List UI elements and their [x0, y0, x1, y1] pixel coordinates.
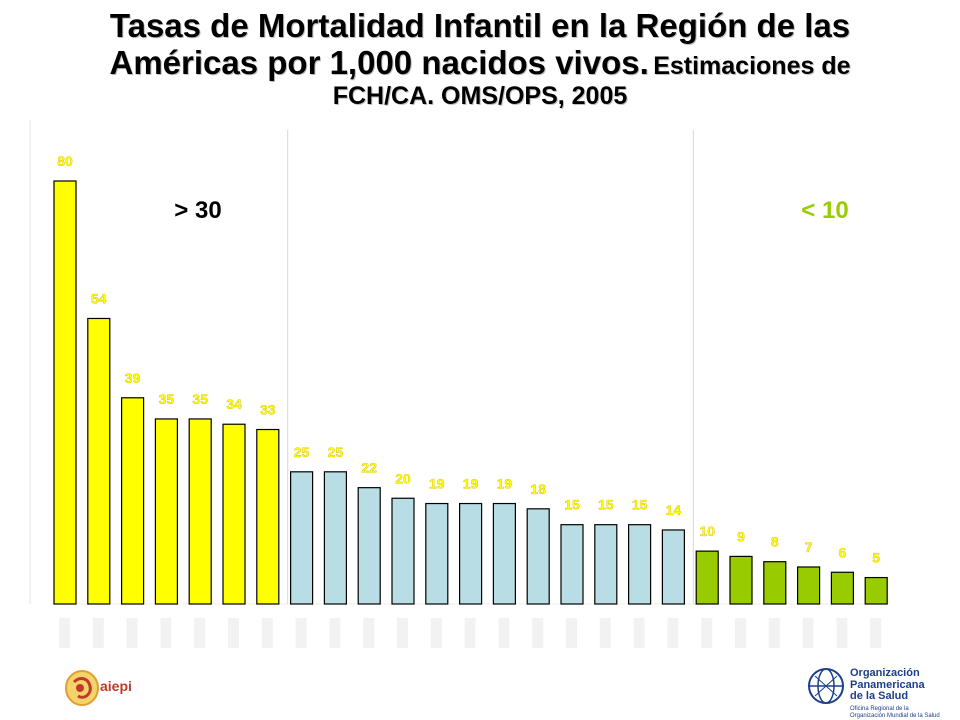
bar-12	[425, 502, 449, 605]
data-label-25: 5	[872, 550, 880, 566]
data-label-19: 14	[666, 502, 682, 518]
group-label-gt30: > 30	[174, 197, 221, 224]
data-label-24: 6	[839, 544, 847, 560]
chart-title: Tasas de Mortalidad Infantil en la Regió…	[40, 7, 920, 110]
bar-7	[256, 428, 280, 605]
data-label-4: 35	[159, 391, 175, 407]
data-label-10: 22	[361, 460, 377, 476]
data-label-13: 19	[463, 476, 479, 492]
category-tick-5	[194, 618, 206, 648]
data-label-9: 25	[328, 444, 344, 460]
data-label-17: 15	[598, 497, 614, 513]
category-tick-15	[532, 618, 544, 648]
aiepi-logo: aiepi	[62, 668, 152, 708]
category-tick-4	[160, 618, 172, 648]
bar-22	[763, 561, 787, 605]
bar-2	[87, 317, 111, 605]
bar-23	[796, 566, 821, 605]
title-line-2: Américas por 1,000 nacidos vivos. Estima…	[40, 43, 920, 82]
category-tick-7	[261, 618, 273, 648]
bar-21	[729, 555, 753, 605]
title-line-3: FCH/CA. OMS/OPS, 2005	[332, 81, 628, 110]
globe-emblem-icon	[808, 668, 844, 704]
data-label-1: 80	[57, 153, 73, 169]
category-tick-3	[126, 618, 138, 648]
ops-logo-line-1: Organización	[850, 667, 920, 679]
title-line-1: Tasas de Mortalidad Infantil en la Regió…	[109, 7, 851, 44]
bar-9	[323, 471, 347, 605]
data-label-20: 10	[699, 523, 715, 539]
bar-19	[661, 529, 686, 605]
bar-8	[290, 471, 314, 605]
category-tick-20	[701, 618, 713, 648]
category-tick-18	[633, 618, 645, 648]
bar-24	[830, 571, 855, 605]
bar-5	[188, 418, 212, 605]
data-label-7: 33	[260, 402, 276, 418]
group-label-lt10: < 10	[801, 197, 848, 224]
category-tick-12	[430, 618, 442, 648]
data-label-18: 15	[632, 497, 648, 513]
data-label-8: 25	[294, 444, 310, 460]
bar-17	[594, 524, 618, 605]
category-tick-2	[92, 618, 104, 648]
ops-logo-line-2: Panamericana	[850, 678, 925, 691]
title-line-2-main: Américas por 1,000 nacidos vivos.	[109, 43, 649, 81]
ops-logo-sub-1: Oficina Regional de la	[850, 706, 909, 712]
data-label-14: 19	[497, 476, 513, 492]
data-label-6: 34	[226, 396, 242, 412]
ops-logo: Organización Panamericana de la Salud Of…	[805, 666, 955, 720]
data-label-11: 20	[395, 470, 411, 486]
data-label-12: 19	[429, 476, 445, 492]
category-tick-1	[59, 618, 70, 648]
bar-18	[627, 524, 652, 605]
category-tick-6	[228, 618, 239, 648]
data-label-21: 9	[737, 528, 745, 544]
category-tick-8	[295, 618, 307, 648]
bar-4	[154, 418, 178, 605]
category-tick-14	[498, 618, 510, 648]
bar-20	[695, 550, 719, 605]
category-tick-16	[566, 618, 577, 648]
bar-6	[222, 423, 246, 605]
data-label-5: 35	[192, 391, 208, 407]
category-tick-11	[397, 618, 408, 648]
ops-logo-text: Organización Panamericana de la Salud	[850, 667, 925, 703]
category-tick-21	[735, 618, 746, 648]
ops-logo-line-3: de la Salud	[850, 690, 909, 703]
bar-16	[560, 524, 584, 605]
category-tick-9	[329, 618, 341, 648]
category-tick-13	[464, 618, 476, 648]
data-label-23: 7	[805, 539, 813, 555]
data-label-16: 15	[564, 497, 580, 513]
category-tick-22	[768, 618, 780, 648]
category-tick-17	[599, 618, 611, 648]
category-tick-24	[836, 618, 848, 648]
bar-14	[492, 502, 516, 605]
category-tick-10	[363, 618, 375, 648]
bar-11	[391, 497, 415, 605]
bar-15	[526, 508, 550, 605]
aiepi-logo-text: aiepi	[100, 678, 132, 694]
ops-logo-subtext: Oficina Regional de la Organización Mund…	[850, 706, 940, 719]
bar-10	[357, 487, 381, 605]
aiepi-emblem-icon	[65, 670, 99, 706]
bar-25	[864, 576, 888, 605]
category-tick-19	[667, 618, 679, 648]
data-label-22: 8	[771, 534, 779, 550]
bar-1	[53, 180, 77, 605]
bar-3	[120, 397, 145, 605]
bar-13	[459, 502, 483, 605]
category-tick-25	[870, 618, 882, 648]
data-label-15: 18	[530, 481, 546, 497]
ops-logo-sub-2: Organización Mundial de la Salud	[850, 712, 940, 719]
category-tick-23	[802, 618, 814, 648]
data-label-3: 39	[125, 370, 141, 386]
data-label-2: 54	[91, 290, 107, 306]
title-line-2-sub: Estimaciones de	[653, 51, 851, 80]
